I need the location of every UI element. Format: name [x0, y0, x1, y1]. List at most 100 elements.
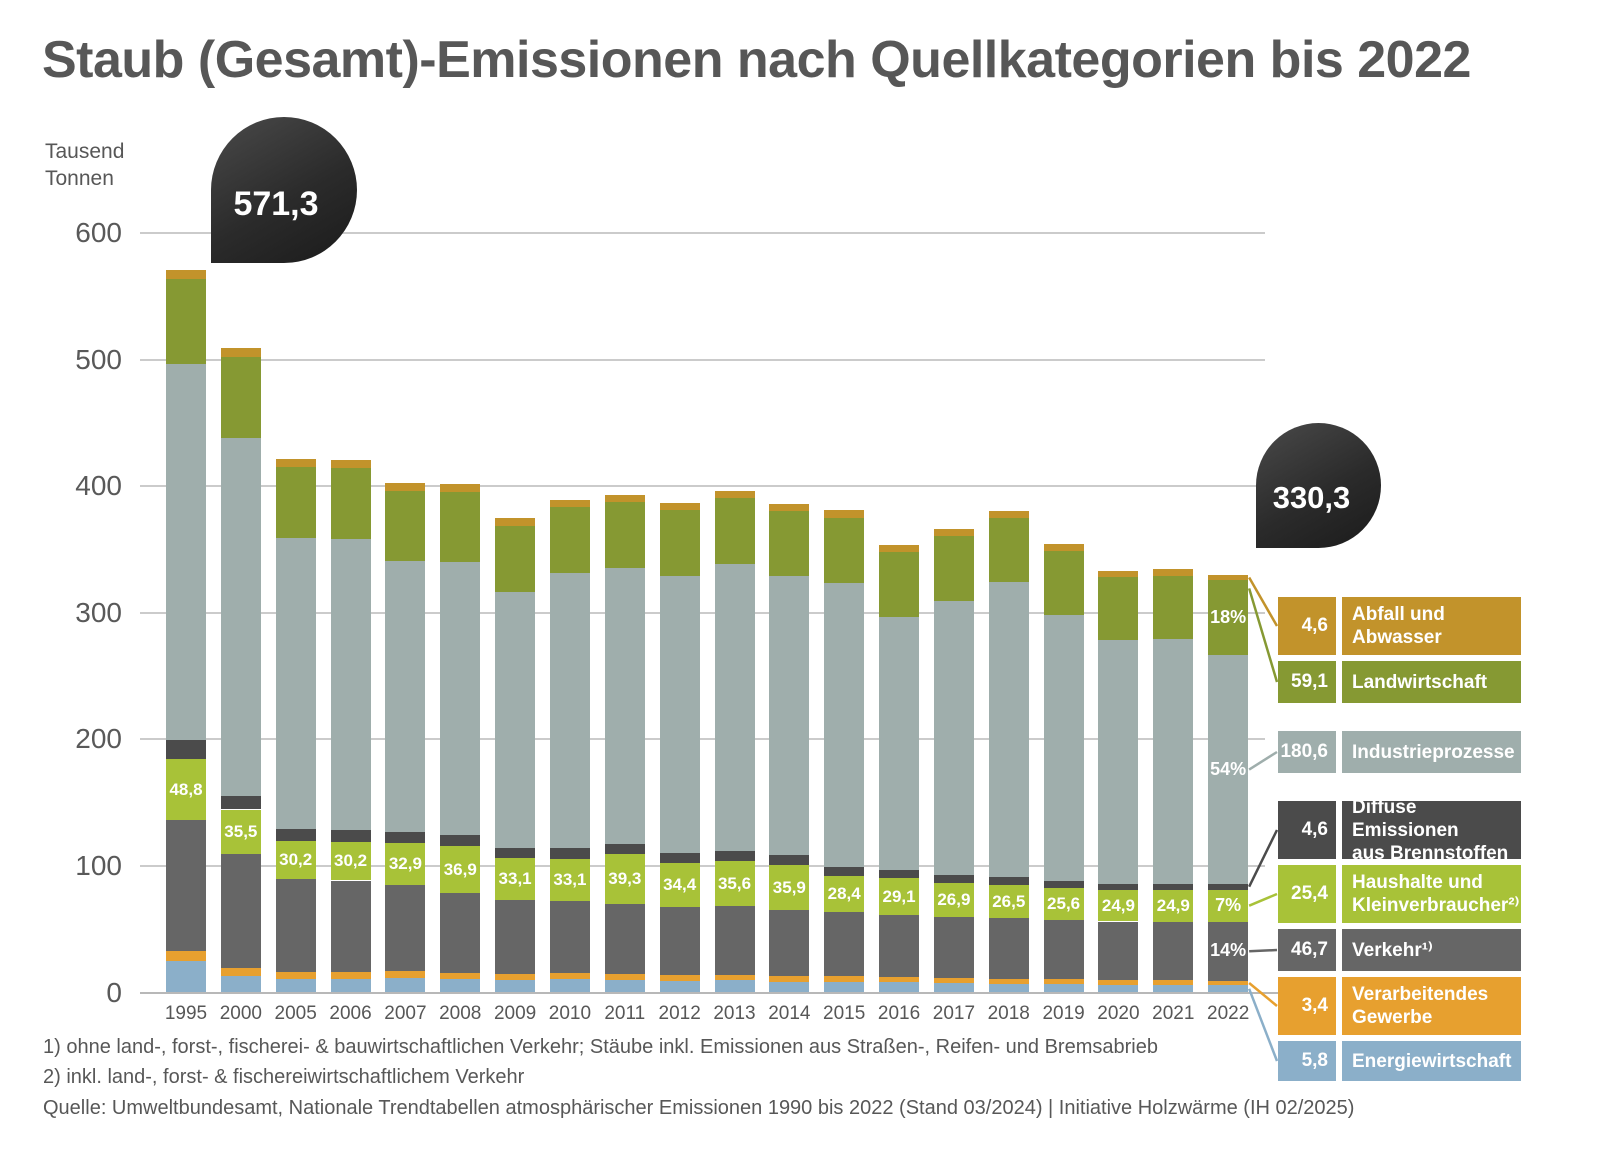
- callout-value-1995: 571,3: [233, 184, 319, 223]
- bar-segment-2000-industrieprozesse: [220, 437, 261, 796]
- bar-segment-2013-industrieprozesse: [714, 563, 755, 852]
- bar-value-label-1995: 48,8: [169, 779, 203, 799]
- bar-segment-2016-industrieprozesse: [879, 616, 920, 870]
- bar-value-label-2014: 35,9: [772, 877, 806, 897]
- bar-segment-2017-industrieprozesse: [933, 600, 974, 875]
- bar-segment-2016-verarbeitendes-gewerbe: [879, 976, 920, 983]
- bar-segment-2022-haushalte-und-kleinverbraucher: [1208, 889, 1249, 922]
- bar-segment-2013-energiewirtschaft: [714, 980, 755, 993]
- bar-value-label-2021: 24,9: [1156, 895, 1190, 915]
- bar-segment-2009-haushalte-und-kleinverbraucher: [495, 858, 536, 901]
- bar-value-label-2012: 34,4: [663, 875, 697, 895]
- bar-segment-2013-haushalte-und-kleinverbraucher: [714, 861, 755, 907]
- bar-segment-2019-diffuse-emissionen-aus-brennstoffen: [1043, 880, 1084, 888]
- bar-segment-2010-verarbeitendes-gewerbe: [549, 972, 590, 980]
- callout-value-2022: 330,3: [1272, 479, 1351, 515]
- legend-label: Energiewirtschaft: [1342, 1041, 1521, 1081]
- bar-segment-2008-energiewirtschaft: [440, 979, 481, 993]
- bar-segment-2005-diffuse-emissionen-aus-brennstoffen: [275, 828, 316, 841]
- leader-line-3: [1248, 829, 1279, 888]
- legend-value: 4,6: [1278, 597, 1336, 655]
- bar-segment-2017-verarbeitendes-gewerbe: [933, 977, 974, 983]
- x-tick-label-2008: 2008: [439, 1002, 482, 1024]
- bar-segment-2011-verkehr: [604, 903, 645, 975]
- bar-segment-1995-abfall-und-abwasser: [166, 269, 206, 279]
- bar-segment-2000-diffuse-emissionen-aus-brennstoffen: [220, 795, 261, 810]
- x-tick-label-2012: 2012: [658, 1002, 701, 1024]
- y-axis-unit-label: Tausend Tonnen: [45, 140, 125, 190]
- bar-segment-2013-verkehr: [714, 906, 755, 975]
- bar-segment-2014-verarbeitendes-gewerbe: [769, 976, 810, 982]
- bar-segment-1995-verkehr: [166, 820, 206, 951]
- bar-segment-2018-landwirtschaft: [988, 517, 1029, 582]
- bar-segment-2015-landwirtschaft: [824, 517, 865, 583]
- legend-value: 59,1: [1278, 661, 1336, 703]
- bar-segment-2007-verarbeitendes-gewerbe: [385, 970, 426, 978]
- callout-bubble-1995: 571,3: [211, 117, 357, 263]
- bar-segment-2005-verarbeitendes-gewerbe: [275, 971, 316, 979]
- bar-segment-2010-abfall-und-abwasser: [549, 499, 590, 507]
- bar-segment-2016-verkehr: [879, 914, 920, 977]
- bar-segment-2009-industrieprozesse: [495, 592, 536, 848]
- page-title: Staub (Gesamt)-Emissionen nach Quellkate…: [42, 31, 1471, 89]
- bar-segment-2007-verkehr: [385, 884, 426, 971]
- legend-label: Diffuse Emissionen aus Brennstoffen: [1342, 797, 1521, 864]
- bar-segment-2015-energiewirtschaft: [824, 981, 865, 993]
- bar-value-label-2019: 25,6: [1047, 893, 1081, 913]
- y-tick-label-100: 100: [75, 849, 122, 881]
- bar-segment-2021-verarbeitendes-gewerbe: [1153, 980, 1194, 985]
- bar-segment-2005-landwirtschaft: [275, 467, 316, 538]
- bar-value-label-2018: 26,5: [992, 891, 1026, 911]
- bar-segment-2016-landwirtschaft: [879, 552, 920, 617]
- bar-segment-2000-abfall-und-abwasser: [220, 347, 261, 357]
- legend-label: Verkehr¹⁾: [1342, 929, 1521, 971]
- legend-value: 180,6: [1278, 731, 1336, 773]
- x-tick-label-2015: 2015: [823, 1002, 866, 1024]
- bar-segment-2012-abfall-und-abwasser: [659, 503, 700, 511]
- bar-segment-2020-landwirtschaft: [1098, 577, 1139, 641]
- bar-segment-2007-energiewirtschaft: [385, 977, 426, 993]
- x-tick-label-2009: 2009: [493, 1002, 537, 1024]
- percent-label-7%: 7%: [1215, 894, 1242, 915]
- x-tick-label-2019: 2019: [1042, 1002, 1085, 1024]
- bar-segment-2019-energiewirtschaft: [1043, 984, 1084, 993]
- bar-segment-2010-diffuse-emissionen-aus-brennstoffen: [549, 848, 590, 859]
- legend-value: 4,6: [1278, 801, 1336, 859]
- bar-segment-2018-energiewirtschaft: [988, 983, 1029, 993]
- legend-item-abfall-und-abwasser: 4,6 Abfall und Abwasser: [1278, 597, 1521, 655]
- footnotes: 1) ohne land-, forst-, fischerei- & bauw…: [43, 1036, 1158, 1088]
- callout-bubble-2022: 330,3: [1256, 423, 1381, 548]
- bar-segment-2013-landwirtschaft: [714, 498, 755, 564]
- bar-segment-2000-haushalte-und-kleinverbraucher: [220, 809, 261, 855]
- gridline-300: [140, 611, 1265, 614]
- x-tick-label-2017: 2017: [932, 1002, 976, 1024]
- bar-segment-2020-diffuse-emissionen-aus-brennstoffen: [1098, 883, 1139, 890]
- legend-item-landwirtschaft: 59,1 Landwirtschaft: [1278, 661, 1521, 703]
- bar-segment-1995-verarbeitendes-gewerbe: [166, 950, 206, 961]
- bar-segment-2022-diffuse-emissionen-aus-brennstoffen: [1208, 883, 1249, 890]
- bar-segment-2008-abfall-und-abwasser: [440, 484, 481, 493]
- bar-segment-2000-energiewirtschaft: [220, 976, 261, 993]
- bar-segment-2012-diffuse-emissionen-aus-brennstoffen: [659, 853, 700, 864]
- percent-label-18%: 18%: [1210, 606, 1247, 627]
- bar-segment-2021-energiewirtschaft: [1153, 984, 1194, 993]
- source-line: Quelle: Umweltbundesamt, Nationale Trend…: [43, 1097, 1355, 1119]
- bar-segment-2010-haushalte-und-kleinverbraucher: [549, 858, 590, 901]
- bar-segment-2012-industrieprozesse: [659, 576, 700, 854]
- bar-segment-2022-landwirtschaft: [1208, 580, 1249, 656]
- bar-segment-2017-landwirtschaft: [933, 536, 974, 601]
- bar-segment-2018-industrieprozesse: [988, 581, 1029, 878]
- y-tick-label-300: 300: [75, 596, 122, 628]
- bar-segment-2005-energiewirtschaft: [275, 978, 316, 993]
- bar-segment-2020-abfall-und-abwasser: [1098, 570, 1139, 578]
- bar-segment-2009-abfall-und-abwasser: [495, 518, 536, 526]
- bar-segment-2007-abfall-und-abwasser: [385, 483, 426, 492]
- bar-segment-2011-energiewirtschaft: [604, 980, 645, 993]
- legend-label: Abfall und Abwasser: [1342, 597, 1521, 655]
- bar-segment-2010-industrieprozesse: [549, 573, 590, 849]
- bar-segment-2022-verkehr: [1208, 921, 1249, 981]
- bar-segment-2020-haushalte-und-kleinverbraucher: [1098, 889, 1139, 922]
- bar-value-label-2008: 36,9: [443, 859, 477, 879]
- bar-segment-2005-haushalte-und-kleinverbraucher: [275, 841, 316, 880]
